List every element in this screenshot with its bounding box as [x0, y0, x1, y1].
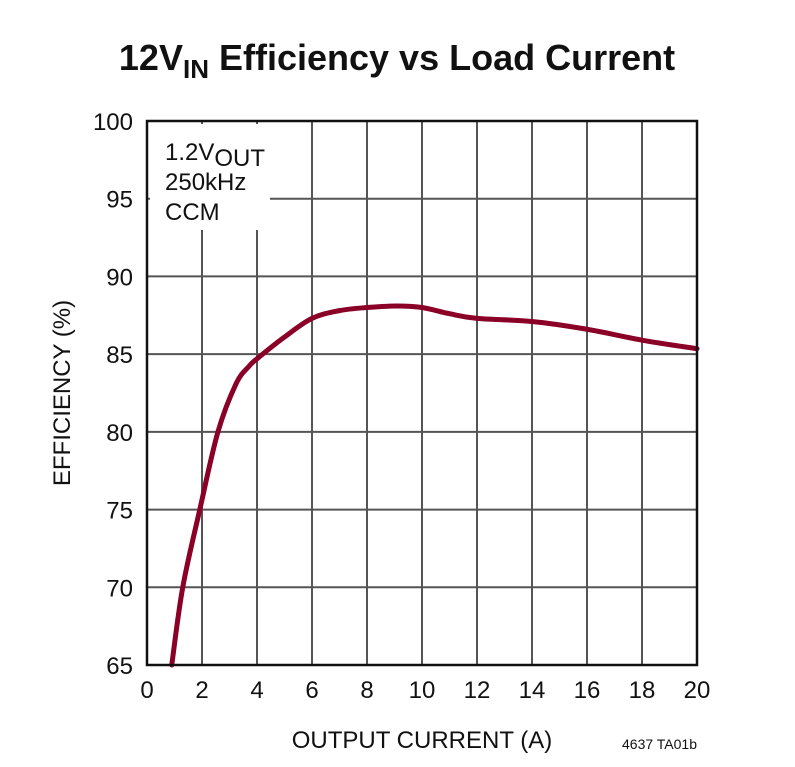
- x-tick-label: 2: [195, 677, 208, 704]
- x-axis-label: OUTPUT CURRENT (A): [292, 727, 552, 754]
- x-tick-label: 12: [464, 677, 491, 704]
- y-tick-label: 90: [106, 264, 133, 291]
- x-tick-label: 18: [629, 677, 656, 704]
- efficiency-curve: [169, 303, 700, 668]
- y-tick-label: 70: [106, 575, 133, 602]
- x-tick-label: 4: [250, 677, 263, 704]
- x-tick-label: 0: [140, 677, 153, 704]
- x-tick-label: 16: [574, 677, 601, 704]
- x-tick-label: 14: [519, 677, 546, 704]
- annotation-line1: 1.2VOUT: [165, 139, 265, 172]
- annotation-box: [150, 124, 270, 230]
- chart-title: 12VIN Efficiency vs Load Current: [119, 37, 675, 84]
- y-tick-label: 65: [106, 653, 133, 680]
- x-tick-label: 10: [409, 677, 436, 704]
- y-tick-label: 100: [93, 109, 133, 136]
- y-axis-label: EFFICIENCY (%): [49, 300, 76, 486]
- plot-frame: [145, 119, 699, 667]
- y-tick-label: 95: [106, 187, 133, 214]
- x-tick-label: 20: [684, 677, 711, 704]
- footnote: 4637 TA01b: [622, 736, 697, 752]
- x-tick-label: 8: [360, 677, 373, 704]
- y-tick-label: 80: [106, 420, 133, 447]
- annotation-line2: 250kHz: [165, 169, 246, 196]
- y-tick-label: 85: [106, 342, 133, 369]
- annotation-line3: CCM: [165, 199, 220, 226]
- y-tick-label: 75: [106, 498, 133, 525]
- x-tick-label: 6: [305, 677, 318, 704]
